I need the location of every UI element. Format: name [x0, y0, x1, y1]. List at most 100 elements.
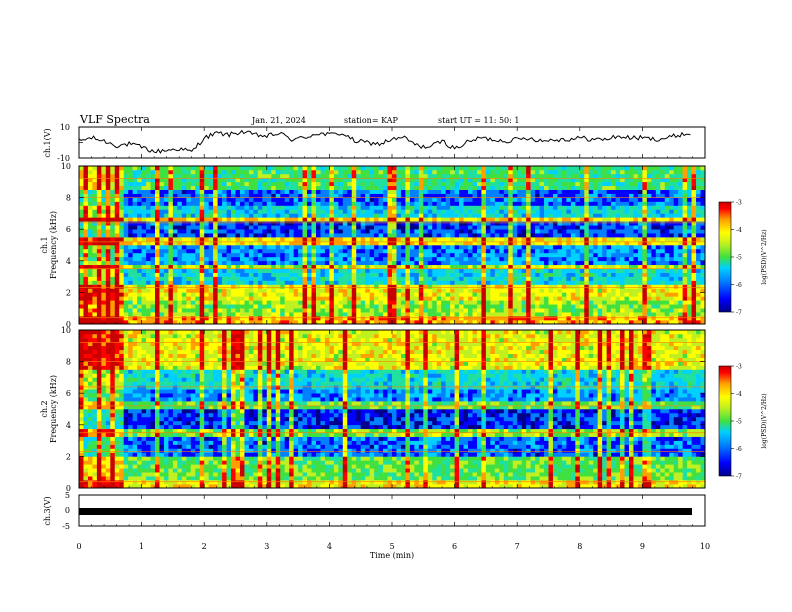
spectrogram-cell — [597, 292, 603, 297]
spectrogram-cell — [427, 233, 433, 238]
spectrogram-cell — [83, 248, 89, 254]
spectrogram-cell — [526, 193, 531, 198]
spectrogram-cell — [114, 245, 120, 250]
spectrogram-cell — [199, 189, 205, 194]
spectrogram-cell — [105, 300, 111, 305]
spectrogram-cell — [503, 260, 509, 266]
spectrogram-cell — [208, 197, 214, 202]
spectrogram-cell — [602, 185, 607, 190]
spectrogram-cell — [579, 217, 585, 222]
spectrogram-cell — [418, 268, 424, 273]
spectrogram-cell — [615, 189, 621, 194]
spectrogram-cell — [575, 181, 581, 187]
spectrogram-cell — [521, 256, 527, 262]
spectrogram-cell — [338, 252, 344, 258]
spectrogram-cell — [387, 209, 393, 214]
spectrogram-cell — [566, 166, 572, 171]
spectrogram-cell — [338, 288, 344, 293]
spectrogram-cell — [588, 296, 594, 301]
spectrogram-cell — [472, 300, 478, 305]
spectrogram-cell — [427, 221, 433, 226]
spectrogram-cell — [217, 296, 223, 301]
spectrogram-cell — [472, 292, 478, 297]
spectrogram-cell — [168, 169, 174, 175]
spectrogram-cell — [539, 316, 545, 321]
spectrogram-cell — [441, 221, 446, 226]
spectrogram-cell — [481, 276, 487, 281]
spectrogram-cell — [544, 217, 549, 222]
spectrogram-cell — [396, 245, 402, 250]
spectrogram-cell — [96, 304, 102, 309]
spectrogram-cell — [338, 260, 344, 266]
spectrogram-cell — [624, 308, 630, 313]
spectrogram-cell — [163, 268, 169, 273]
spectrogram-cell — [508, 213, 514, 218]
spectrogram-cell — [320, 312, 326, 317]
spectrogram-cell — [83, 173, 89, 179]
spectrogram-cell — [195, 272, 201, 277]
spectrogram-cell — [588, 292, 594, 297]
spectrogram-cell — [584, 197, 590, 202]
spectrogram-cell — [628, 248, 634, 254]
spectrogram-cell — [239, 284, 245, 289]
spectrogram-cell — [311, 201, 317, 206]
spectrogram-cell — [204, 308, 209, 313]
spectrogram-cell — [96, 177, 102, 183]
spectrogram-cell — [307, 173, 312, 179]
spectrogram-cell — [396, 312, 402, 317]
spectrogram-cell — [351, 312, 357, 317]
spectrogram-cell — [396, 197, 402, 202]
spectrogram-cell — [517, 284, 522, 289]
spectrogram-cell — [579, 248, 585, 254]
spectrogram-cell — [150, 256, 156, 262]
spectrogram-cell — [383, 276, 388, 281]
spectrogram-cell — [119, 213, 125, 218]
spectrogram-cell — [231, 276, 236, 281]
spectrogram-cell — [392, 205, 397, 210]
spectrogram-cell — [535, 185, 540, 190]
spectrogram-cell — [624, 173, 630, 179]
spectrogram-cell — [298, 260, 303, 266]
spectrogram-cell — [226, 304, 232, 309]
spectrogram-cell — [186, 201, 192, 206]
spectrogram-cell — [530, 292, 536, 297]
spectrogram-cell — [204, 245, 209, 250]
spectrogram-cell — [320, 320, 326, 325]
spectrogram-cell — [320, 197, 326, 202]
spectrogram-cell — [119, 197, 125, 202]
spectrogram-cell — [347, 229, 353, 234]
spectrogram-cell — [244, 201, 250, 206]
spectrogram-cell — [155, 304, 160, 309]
spectrogram-cell — [329, 177, 335, 183]
spectrogram-cell — [141, 296, 147, 301]
spectrogram-cell — [150, 181, 156, 187]
spectrogram-cell — [356, 268, 361, 273]
spectrogram-cell — [463, 245, 469, 250]
spectrogram-cell — [360, 237, 366, 242]
spectrogram-cell — [432, 284, 438, 289]
spectrogram-cell — [508, 221, 514, 226]
spectrogram-cell — [633, 252, 639, 258]
spectrogram-cell — [181, 276, 187, 281]
spectrogram-cell — [584, 217, 590, 222]
spectrogram-cell — [333, 252, 339, 258]
spectrogram-cell — [597, 312, 603, 317]
spectrogram-cell — [262, 292, 268, 297]
spectrogram-cell — [110, 276, 116, 281]
spectrogram-cell — [579, 166, 585, 171]
spectrogram-cell — [324, 248, 330, 254]
spectrogram-cell — [79, 284, 84, 289]
spectrogram-cell — [92, 252, 98, 258]
spectrogram-cell — [110, 193, 116, 198]
spectrogram-cell — [530, 252, 536, 258]
spectrogram-cell — [181, 248, 187, 254]
spectrogram-cell — [579, 320, 585, 325]
spectrogram-cell — [432, 225, 438, 230]
spectrogram-cell — [405, 284, 411, 289]
spectrogram-cell — [289, 197, 294, 202]
spectrogram-cell — [87, 225, 93, 230]
spectrogram-cell — [213, 245, 218, 250]
spectrogram-cell — [222, 229, 227, 234]
spectrogram-cell — [320, 166, 326, 171]
spectrogram-cell — [593, 252, 598, 258]
